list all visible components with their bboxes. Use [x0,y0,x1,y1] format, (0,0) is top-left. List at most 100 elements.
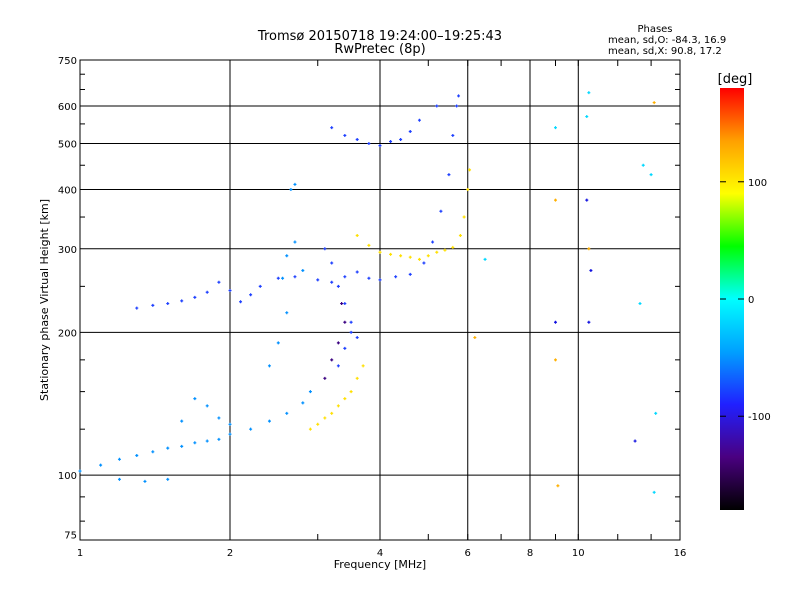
phases-line-x: mean, sd,X: 90.8, 17.2 [608,46,722,57]
data-point [258,284,262,288]
data-point [323,416,327,420]
data-point [439,209,443,213]
data-point [458,233,462,237]
y-tick-label: 750 [58,56,77,67]
data-point [166,446,170,450]
data-point [355,137,359,141]
colorbar-ticks: 100 0 -100 [720,178,771,423]
x-tick-label: 6 [465,548,471,559]
data-points [78,91,658,494]
y-tick-label: 600 [58,102,77,113]
data-point [553,198,557,202]
data-point [301,401,305,405]
data-point [652,490,656,494]
data-point [451,133,455,137]
x-tick-label: 16 [674,548,687,559]
data-point [180,444,184,448]
data-point [652,101,656,105]
data-point [217,280,221,284]
data-point [301,269,305,273]
data-point [355,376,359,380]
data-point [553,358,557,362]
x-axis-label: Frequency [MHz] [334,558,426,571]
phases-line-o: mean, sd,O: -84.3, 16.9 [608,35,726,46]
data-point [378,250,382,254]
data-point [426,254,430,258]
data-point [649,173,653,177]
data-point [293,182,297,186]
data-point [330,126,334,130]
colorbar-tick-label: -100 [748,412,771,423]
data-point [193,295,197,299]
data-point [408,272,412,276]
data-point [378,278,382,282]
chart-subtitle: RwPretec (8p) [334,42,425,57]
data-point [399,254,403,258]
data-point [457,94,461,98]
data-point [435,250,439,254]
data-point [417,257,421,261]
data-point [343,320,347,324]
data-point [355,270,359,274]
y-tick-label: 300 [58,245,77,256]
data-point [361,364,365,368]
data-point [422,261,426,265]
data-point [316,422,320,426]
data-point [443,248,447,252]
data-point [180,299,184,303]
data-point [276,276,280,280]
data-point [638,302,642,306]
data-point [336,284,340,288]
data-point [587,91,591,95]
data-point [367,243,371,247]
data-point [349,320,353,324]
data-point [367,142,371,146]
data-point [451,245,455,249]
data-point [336,364,340,368]
data-point [330,358,334,362]
data-point [336,404,340,408]
phases-title: Phases [637,24,672,35]
data-point [143,479,147,483]
data-point [193,397,197,401]
data-point [336,341,340,345]
data-point [330,261,334,265]
data-point [641,163,645,167]
data-point [151,450,155,454]
chart-title: Tromsø 20150718 19:24:00–19:25:43 [257,29,502,44]
data-point [468,168,472,172]
data-point [193,441,197,445]
data-point [473,336,477,340]
data-point [323,247,327,251]
data-point [228,422,232,426]
data-point [399,137,403,141]
data-point [408,130,412,134]
data-point [654,411,658,415]
y-tick-label: 400 [58,186,77,197]
data-point [378,144,382,148]
data-point [267,419,271,423]
y-tick-label: 500 [58,140,77,151]
y-tick-label: 100 [58,471,77,482]
data-point [343,133,347,137]
data-point [308,427,312,431]
data-point [239,300,243,304]
data-point [285,254,289,258]
data-point [285,311,289,315]
grid-lines [80,60,680,540]
data-point [431,240,435,244]
data-point [343,275,347,279]
data-point [166,302,170,306]
data-point [217,437,221,441]
y-axis-label: Stationary phase Virtual Height [km] [38,199,51,401]
colorbar-label: [deg] [718,72,753,87]
x-axis-ticks: 1 2 4 6 8 10 16 [77,60,687,559]
data-point [455,104,459,108]
data-point [585,198,589,202]
data-point [633,439,637,443]
data-point [340,302,344,306]
data-point [217,416,221,420]
data-point [343,397,347,401]
data-point [166,477,170,481]
